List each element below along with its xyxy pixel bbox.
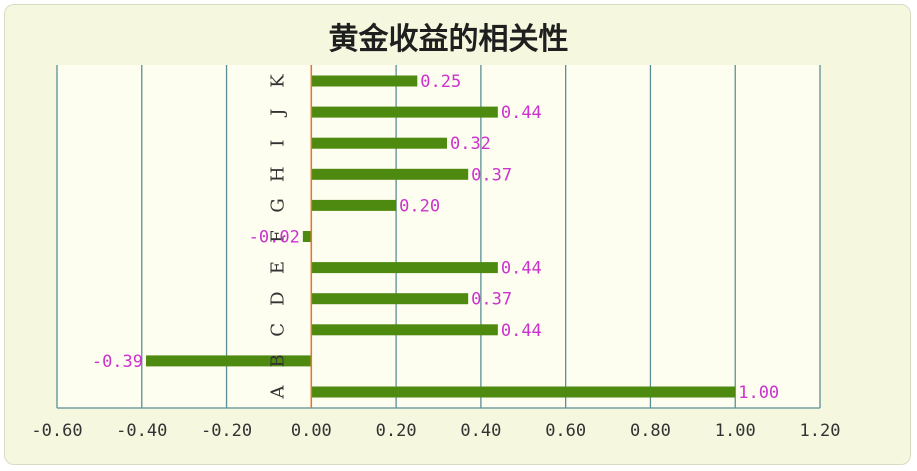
- data-label: 0.25: [420, 72, 461, 92]
- bar: [311, 168, 469, 180]
- bar: [311, 293, 469, 305]
- x-tick-label: 1.20: [800, 421, 841, 441]
- gridlines: [56, 65, 821, 409]
- data-label: 0.37: [471, 165, 512, 185]
- x-tick-labels: -0.60 -0.40 -0.20 0.00 0.20 0.40 0.60 0.80 1.00 1…: [31, 421, 840, 441]
- category-label: H: [268, 166, 289, 182]
- category-label: F: [268, 230, 289, 243]
- category-label: I: [268, 140, 289, 147]
- bar: [311, 199, 397, 211]
- category-label: G: [268, 198, 289, 212]
- data-label: 0.37: [471, 290, 512, 310]
- bar: [311, 106, 498, 118]
- data-label: -0.39: [92, 352, 143, 372]
- bars: [146, 75, 736, 398]
- x-tick-label: 0.40: [460, 421, 501, 441]
- data-label: 0.44: [501, 103, 542, 123]
- data-label: 0.32: [450, 134, 491, 154]
- x-tick-label: -0.20: [201, 421, 252, 441]
- category-label: J: [268, 108, 289, 117]
- chart-title: 黄金收益的相关性: [329, 22, 569, 57]
- x-tick-label: 0.20: [376, 421, 417, 441]
- chart: A B C D E F G H I J K 1.00 -0.39 0.44 0.37 0.44 -0.02 0.…: [31, 22, 840, 441]
- category-labels: A B C D E F G H I J K: [268, 74, 289, 400]
- bar: [311, 262, 498, 274]
- bar: [311, 324, 498, 336]
- chart-frame: A B C D E F G H I J K 1.00 -0.39 0.44 0.37 0.44 -0.02 0.…: [4, 4, 911, 465]
- category-label: D: [268, 291, 289, 305]
- bar: [302, 231, 312, 242]
- plot-area: [57, 65, 820, 408]
- data-label: 0.20: [399, 196, 440, 216]
- bar: [311, 386, 736, 398]
- category-label: K: [268, 74, 289, 88]
- x-tick-label: -0.60: [31, 421, 82, 441]
- x-tick-label: -0.40: [116, 421, 167, 441]
- x-tick-label: 0.80: [630, 421, 671, 441]
- data-label: 0.44: [501, 321, 542, 341]
- data-label: 0.44: [501, 259, 542, 279]
- category-label: B: [268, 354, 289, 367]
- category-label: C: [268, 323, 289, 337]
- category-label: A: [268, 385, 289, 400]
- category-label: E: [268, 261, 289, 274]
- x-tick-label: 0.00: [291, 421, 332, 441]
- x-tick-label: 0.60: [545, 421, 586, 441]
- x-tick-label: 1.00: [715, 421, 756, 441]
- data-labels: 1.00 -0.39 0.44 0.37 0.44 -0.02 0.20 0.37 0.32 0.…: [92, 72, 779, 403]
- bar: [146, 355, 312, 367]
- data-label: -0.02: [249, 228, 300, 248]
- bar: [311, 75, 418, 87]
- bar: [311, 137, 447, 149]
- data-label: 1.00: [738, 383, 779, 403]
